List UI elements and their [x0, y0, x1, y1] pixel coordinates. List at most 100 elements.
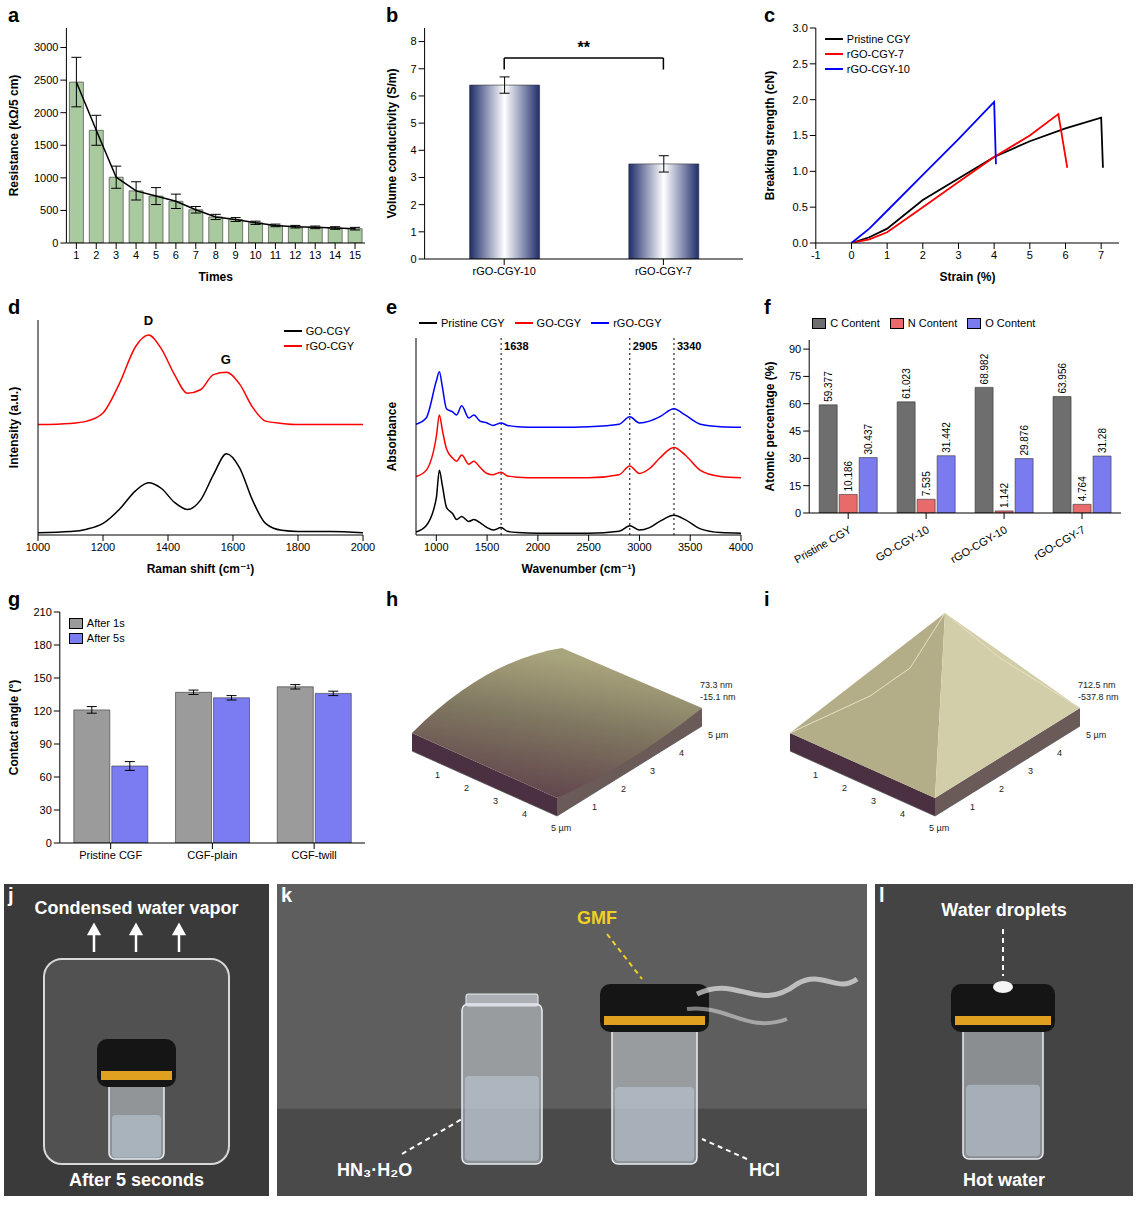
svg-text:1.142: 1.142	[999, 482, 1010, 507]
svg-text:Breaking strength (cN): Breaking strength (cN)	[763, 71, 777, 200]
svg-text:0: 0	[46, 837, 52, 849]
svg-text:3: 3	[871, 796, 876, 806]
svg-text:0: 0	[795, 507, 801, 519]
svg-text:Hot water: Hot water	[963, 1170, 1045, 1190]
svg-text:45: 45	[789, 425, 801, 437]
svg-text:73.3 nm: 73.3 nm	[700, 680, 733, 690]
svg-text:Absorbance: Absorbance	[385, 402, 399, 472]
svg-text:CGF-plain: CGF-plain	[187, 849, 237, 861]
svg-text:90: 90	[789, 343, 801, 355]
svg-text:2: 2	[842, 783, 847, 793]
svg-text:5 µm: 5 µm	[551, 823, 571, 833]
svg-text:29.876: 29.876	[1019, 425, 1030, 456]
svg-text:712.5 nm: 712.5 nm	[1078, 680, 1116, 690]
svg-text:Pristine CGY: Pristine CGY	[792, 523, 854, 566]
svg-text:3: 3	[650, 766, 655, 776]
svg-text:6: 6	[410, 90, 416, 102]
svg-text:Resistance (kΩ/5 cm): Resistance (kΩ/5 cm)	[7, 75, 21, 197]
svg-text:Volume conductivity (S/m): Volume conductivity (S/m)	[385, 69, 399, 219]
svg-text:2.5: 2.5	[793, 58, 808, 70]
svg-text:1.5: 1.5	[793, 129, 808, 141]
svg-text:3.0: 3.0	[793, 22, 808, 34]
svg-text:1400: 1400	[156, 541, 180, 553]
svg-text:G: G	[221, 352, 231, 367]
svg-text:3500: 3500	[678, 541, 702, 553]
svg-text:2500: 2500	[576, 541, 600, 553]
svg-text:7: 7	[410, 63, 416, 75]
svg-text:1500: 1500	[34, 139, 58, 151]
svg-text:1000: 1000	[34, 172, 58, 184]
svg-text:GMF: GMF	[577, 908, 617, 928]
svg-text:Atomic percentage (%): Atomic percentage (%)	[763, 361, 777, 491]
svg-text:1638: 1638	[504, 340, 528, 352]
svg-text:Intensity (a.u.): Intensity (a.u.)	[7, 387, 21, 468]
svg-text:2: 2	[410, 199, 416, 211]
svg-text:4: 4	[133, 249, 139, 261]
svg-text:30: 30	[40, 804, 52, 816]
svg-text:1000: 1000	[26, 541, 50, 553]
svg-text:3000: 3000	[627, 541, 651, 553]
svg-text:GO-CGY-10: GO-CGY-10	[874, 523, 932, 563]
svg-text:0.5: 0.5	[793, 201, 808, 213]
svg-text:1: 1	[970, 802, 975, 812]
svg-text:500: 500	[40, 204, 58, 216]
svg-text:68.982: 68.982	[979, 353, 990, 384]
svg-text:12: 12	[289, 249, 301, 261]
svg-text:2: 2	[464, 783, 469, 793]
svg-text:5 µm: 5 µm	[929, 823, 949, 833]
svg-text:10.186: 10.186	[843, 460, 854, 491]
svg-text:5 µm: 5 µm	[708, 730, 728, 740]
svg-text:1000: 1000	[424, 541, 448, 553]
svg-text:5 µm: 5 µm	[1086, 730, 1106, 740]
svg-text:Contact angle (°): Contact angle (°)	[7, 680, 21, 775]
svg-text:1: 1	[73, 249, 79, 261]
svg-text:5: 5	[410, 117, 416, 129]
svg-text:4.764: 4.764	[1077, 476, 1088, 501]
svg-text:CGF-twill: CGF-twill	[292, 849, 337, 861]
svg-text:D: D	[144, 313, 153, 328]
svg-text:2905: 2905	[633, 340, 657, 352]
svg-text:2: 2	[621, 784, 626, 794]
svg-text:Wavenumber (cm⁻¹): Wavenumber (cm⁻¹)	[522, 562, 636, 576]
svg-text:3: 3	[410, 171, 416, 183]
svg-text:2500: 2500	[34, 74, 58, 86]
svg-text:15: 15	[789, 480, 801, 492]
svg-text:120: 120	[33, 705, 51, 717]
svg-text:HCl: HCl	[749, 1160, 780, 1180]
svg-text:2.0: 2.0	[793, 94, 808, 106]
svg-text:8: 8	[213, 249, 219, 261]
svg-text:7.535: 7.535	[921, 471, 932, 496]
svg-text:9: 9	[233, 249, 239, 261]
svg-text:4: 4	[991, 249, 997, 261]
svg-text:4000: 4000	[729, 541, 753, 553]
svg-text:0: 0	[410, 253, 416, 265]
svg-text:180: 180	[33, 639, 51, 651]
svg-text:4: 4	[410, 144, 416, 156]
svg-text:210: 210	[33, 606, 51, 618]
svg-text:10: 10	[249, 249, 261, 261]
svg-text:1: 1	[435, 770, 440, 780]
svg-text:30: 30	[789, 452, 801, 464]
svg-text:60: 60	[789, 398, 801, 410]
svg-text:Raman shift (cm⁻¹): Raman shift (cm⁻¹)	[147, 562, 255, 576]
svg-text:6: 6	[1062, 249, 1068, 261]
svg-text:1500: 1500	[475, 541, 499, 553]
svg-text:rGO-CGY-7: rGO-CGY-7	[1032, 523, 1087, 562]
svg-text:5: 5	[153, 249, 159, 261]
svg-text:31.28: 31.28	[1097, 428, 1108, 453]
svg-text:1200: 1200	[91, 541, 115, 553]
svg-text:14: 14	[329, 249, 341, 261]
svg-text:rGO-CGY-10: rGO-CGY-10	[473, 265, 536, 277]
svg-text:150: 150	[33, 672, 51, 684]
svg-text:HN₃·H₂O: HN₃·H₂O	[337, 1160, 412, 1180]
svg-text:2000: 2000	[34, 107, 58, 119]
svg-text:30.437: 30.437	[863, 424, 874, 455]
svg-text:7: 7	[1098, 249, 1104, 261]
svg-text:3: 3	[955, 249, 961, 261]
svg-text:6: 6	[173, 249, 179, 261]
svg-text:-15.1 nm: -15.1 nm	[700, 692, 736, 702]
svg-text:63.956: 63.956	[1057, 363, 1068, 394]
svg-text:3: 3	[113, 249, 119, 261]
svg-text:1: 1	[813, 770, 818, 780]
svg-text:rGO-CGY-7: rGO-CGY-7	[635, 265, 692, 277]
